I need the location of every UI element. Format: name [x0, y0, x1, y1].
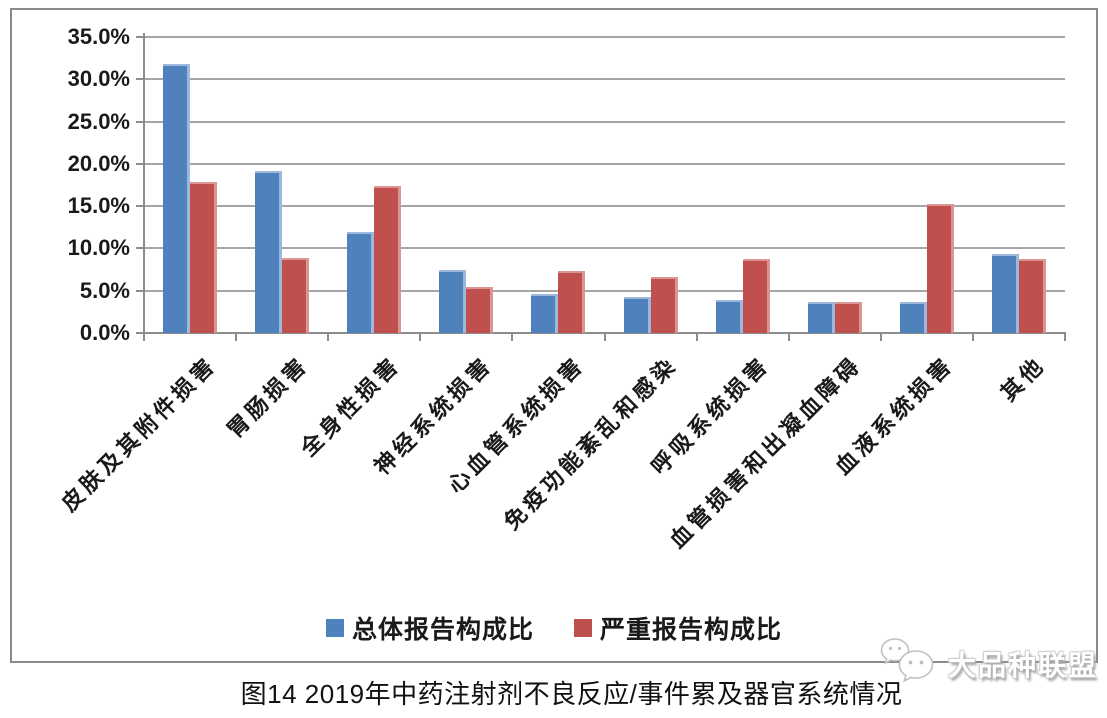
bar-serious	[1018, 259, 1046, 333]
wechat-icon	[880, 638, 934, 683]
x-axis-tick	[787, 333, 790, 341]
legend-label-serious: 严重报告构成比	[600, 616, 783, 644]
watermark-text: 大品种联盟	[948, 650, 1099, 681]
bar-serious	[926, 204, 954, 333]
x-axis-tick	[511, 333, 514, 341]
y-gridline	[144, 289, 1065, 292]
y-axis-tick-label: 20.0%	[67, 150, 130, 176]
y-axis-tick-label: 25.0%	[67, 108, 130, 134]
x-axis-tick	[1064, 333, 1066, 341]
bar-overall	[347, 231, 375, 333]
y-axis-tick	[136, 289, 144, 292]
bar-serious	[650, 277, 678, 333]
bar-serious	[466, 287, 494, 333]
x-axis-tick	[971, 333, 974, 341]
bar-overall	[255, 171, 283, 333]
y-axis-tick	[136, 120, 144, 123]
legend-swatch-serious	[574, 619, 592, 637]
y-axis-tick-label: 15.0%	[67, 193, 130, 219]
y-axis-tick	[136, 247, 144, 250]
bar-serious	[742, 259, 770, 333]
y-axis-tick-label: 10.0%	[67, 235, 130, 261]
bar-overall	[623, 296, 651, 333]
y-axis-line	[143, 33, 145, 341]
x-axis-tick	[235, 333, 238, 341]
y-gridline	[144, 36, 1065, 38]
bar-overall	[899, 301, 927, 333]
y-gridline	[144, 162, 1065, 165]
x-axis-category-label: 免疫功能紊乱和感染	[498, 351, 682, 535]
x-axis-tick	[419, 333, 422, 341]
bar-overall	[807, 301, 835, 333]
bar-overall	[715, 300, 743, 333]
watermark: 大品种联盟	[878, 637, 1098, 691]
x-axis-category-label: 其他	[995, 351, 1051, 406]
chart-legend: 总体报告构成比 严重报告构成比	[12, 610, 1096, 646]
y-axis-tick-label: 30.0%	[67, 66, 130, 92]
bar-serious	[834, 301, 862, 333]
y-axis-tick-label: 35.0%	[67, 24, 130, 49]
y-gridline	[144, 247, 1065, 250]
bar-overall	[991, 254, 1019, 333]
y-gridline	[144, 78, 1065, 81]
x-axis-tick	[603, 333, 606, 341]
y-gridline	[144, 205, 1065, 208]
y-axis-tick	[136, 332, 144, 334]
y-axis-tick-label: 0.0%	[79, 320, 130, 345]
legend-item-serious: 严重报告构成比	[574, 610, 782, 646]
figure-caption: 图14 2019年中药注射剂不良反应/事件累及器官系统情况	[240, 679, 903, 709]
x-axis-tick	[695, 333, 698, 341]
y-axis-tick	[136, 205, 144, 208]
legend-label-overall: 总体报告构成比	[351, 616, 534, 644]
y-gridline	[144, 120, 1065, 123]
y-axis-tick-label: 5.0%	[79, 277, 130, 303]
legend-swatch-overall	[325, 619, 344, 637]
bar-overall	[163, 64, 191, 333]
y-axis-tick	[136, 78, 144, 81]
bar-overall	[439, 270, 467, 333]
chart-frame: 35.0% 30.0% 25.0% 20.0% 15.0% 10.0% 5.0% 0.0% 皮肤…	[10, 8, 1098, 663]
bar-serious	[374, 185, 402, 333]
x-axis-tick	[327, 333, 330, 341]
x-axis-tick	[143, 333, 145, 341]
y-axis-tick	[136, 162, 144, 165]
y-axis-tick	[136, 36, 144, 38]
bar-serious	[282, 257, 310, 333]
bar-serious	[190, 182, 218, 333]
bar-overall	[531, 294, 559, 333]
x-axis-category-label: 皮肤及其附件损害	[56, 351, 222, 517]
bar-serious	[558, 271, 586, 333]
x-axis-tick	[879, 333, 882, 341]
legend-item-overall: 总体报告构成比	[325, 610, 534, 646]
